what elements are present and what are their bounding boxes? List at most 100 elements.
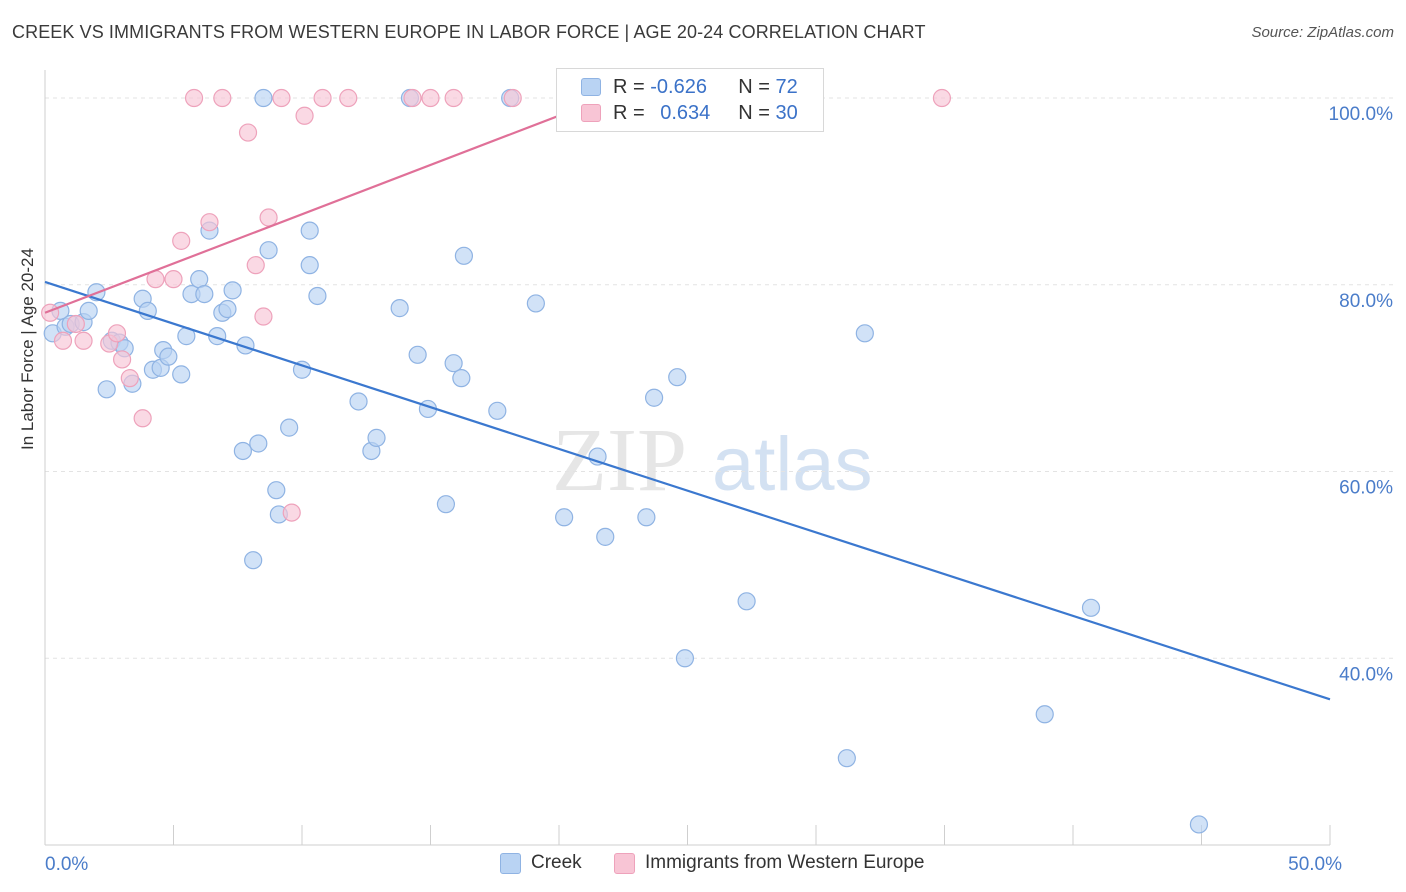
immigrants-point [238, 123, 258, 142]
creek-point [644, 388, 664, 407]
creek-point [837, 749, 856, 768]
immigrants-point [254, 307, 273, 326]
immigrants-point [112, 350, 132, 369]
legend-n-value: 30 [775, 101, 798, 124]
immigrants-point [74, 331, 93, 350]
creek-point [596, 527, 615, 546]
creek-point [855, 324, 874, 343]
creek-swatch [500, 852, 521, 874]
creek-point [159, 347, 178, 366]
creek-point [452, 369, 471, 388]
immigrants-point [444, 88, 463, 108]
creek-point [436, 495, 456, 514]
creek-point [172, 365, 191, 384]
immigrants-point [503, 88, 522, 108]
creek-point [259, 241, 278, 260]
creek-point [1035, 705, 1054, 724]
creek-trend-line [44, 280, 1331, 701]
immigrants-point [53, 331, 73, 350]
y-tick-label: 80.0% [1339, 291, 1393, 312]
immigrants-point [120, 369, 139, 388]
immigrants-trend-line [44, 80, 650, 314]
creek-point [1189, 815, 1209, 834]
x-tick-label: 50.0% [1288, 854, 1342, 875]
creek-point [280, 418, 299, 437]
creek-point [526, 294, 545, 313]
legend-r-label: R = [613, 101, 651, 124]
immigrants-point [313, 88, 332, 108]
creek-point [555, 508, 574, 527]
legend-r-value: -0.626 [650, 75, 707, 98]
stats-legend: R = -0.626 N = 72 R = 0.634 N = 30 [556, 68, 824, 132]
creek-point [408, 345, 427, 364]
legend-row-immigrants: R = 0.634 N = 30 [581, 100, 798, 126]
immigrants-point [41, 303, 60, 322]
immigrants-point [272, 88, 291, 108]
y-axis-label: In Labor Force | Age 20-24 [18, 248, 37, 450]
legend-r-value: 0.634 [660, 101, 711, 124]
creek-point [300, 221, 319, 240]
y-tick-label: 100.0% [1329, 104, 1394, 125]
legend-item-creek: Creek [500, 852, 582, 874]
legend-r-label: R = [613, 75, 651, 98]
creek-point [223, 281, 242, 300]
y-tick-label: 60.0% [1339, 478, 1393, 499]
creek-point [267, 481, 286, 500]
immigrants-point [172, 231, 191, 250]
legend-n-value: 72 [775, 75, 798, 98]
creek-point [244, 551, 263, 570]
creek-point [637, 508, 656, 527]
immigrants-point [200, 213, 219, 232]
creek-point [195, 284, 214, 304]
creek-point [218, 299, 237, 319]
legend-n-label: N = [738, 75, 776, 98]
creek-point [292, 360, 312, 379]
creek-point [349, 392, 368, 411]
legend-item-immigrants: Immigrants from Western Europe [614, 852, 924, 874]
creek-point [488, 401, 507, 420]
legend-label-immigrants: Immigrants from Western Europe [645, 852, 925, 873]
immigrants-point [213, 88, 232, 108]
creek-point [668, 368, 687, 387]
immigrants-point [133, 409, 152, 428]
immigrants-swatch [581, 104, 601, 122]
legend-label-creek: Creek [531, 852, 582, 873]
creek-point [233, 441, 252, 461]
creek-point [367, 428, 386, 447]
immigrants-point [932, 88, 952, 108]
creek-point [390, 299, 409, 318]
immigrants-point [339, 88, 358, 108]
creek-point [675, 649, 695, 668]
legend-n-label: N = [738, 101, 776, 124]
creek-point [308, 286, 327, 306]
watermark-atlas: atlas [712, 422, 873, 507]
immigrants-point [107, 324, 127, 343]
immigrants-point [403, 88, 422, 108]
creek-point [254, 88, 273, 108]
immigrants-point [295, 106, 314, 125]
creek-swatch [581, 78, 601, 96]
creek-point [97, 380, 116, 399]
immigrants-point [246, 256, 265, 275]
creek-point [249, 434, 268, 453]
immigrants-point [184, 88, 204, 108]
immigrants-swatch [614, 852, 635, 874]
immigrants-point [282, 503, 301, 522]
series-legend: Creek Immigrants from Western Europe [0, 850, 1406, 878]
y-tick-label: 40.0% [1339, 664, 1393, 685]
immigrants-point [164, 270, 183, 289]
chart-source: Source: ZipAtlas.com [1251, 24, 1394, 41]
creek-point [454, 246, 474, 265]
immigrants-point [66, 314, 85, 334]
creek-point [138, 301, 157, 321]
creek-point [300, 256, 319, 275]
immigrants-point [421, 88, 440, 108]
immigrants-point [259, 208, 278, 227]
watermark-zip: ZIP [552, 411, 687, 510]
creek-point [737, 592, 756, 611]
legend-row-creek: R = -0.626 N = 72 [581, 74, 798, 100]
creek-point [444, 354, 463, 373]
x-tick-label: 0.0% [45, 854, 88, 875]
creek-point [79, 301, 98, 321]
